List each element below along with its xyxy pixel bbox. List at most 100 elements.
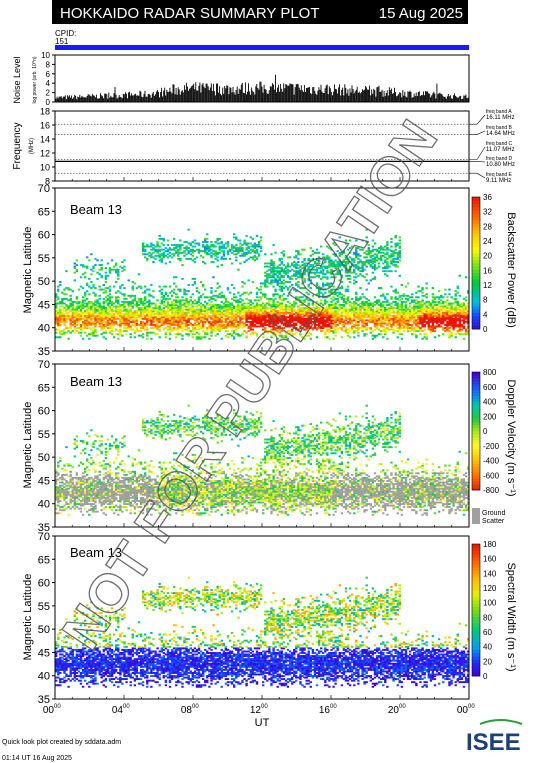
power-cell: [86, 316, 89, 319]
power-cell: [119, 319, 122, 322]
power-cell: [429, 311, 433, 314]
power-cell: [104, 331, 108, 334]
power-cell: [342, 264, 346, 267]
power-cell: [460, 325, 464, 328]
power-cell: [168, 320, 172, 323]
power-cell: [98, 314, 101, 317]
power-cell: [286, 307, 290, 310]
power-cell: [164, 247, 168, 250]
power-cell: [84, 271, 87, 274]
power-cell: [173, 320, 176, 323]
power-cell: [146, 245, 149, 248]
power-cell: [276, 281, 279, 283]
power-heatmap: [55, 228, 469, 340]
power-cell: [75, 297, 79, 300]
power-cell: [131, 294, 134, 297]
power-cell: [307, 307, 310, 310]
power-cell: [284, 305, 288, 308]
power-cell: [216, 296, 219, 299]
power-cell: [324, 302, 327, 305]
power-cell: [359, 302, 362, 305]
power-cell: [392, 331, 395, 334]
power-cell: [226, 316, 230, 319]
power-cell: [166, 313, 170, 316]
power-cell: [353, 331, 356, 334]
power-cell: [262, 336, 265, 339]
power-cell: [303, 310, 306, 313]
power-cell: [197, 244, 201, 247]
power-colorbar-tick: 4: [483, 310, 488, 319]
power-cell: [108, 313, 112, 316]
power-cell: [115, 262, 118, 265]
power-cell: [230, 297, 234, 300]
power-cell: [338, 314, 341, 317]
power-cell: [382, 311, 385, 314]
power-cell: [322, 319, 325, 322]
power-cell: [344, 310, 348, 313]
power-cell: [88, 327, 91, 330]
power-cell: [417, 307, 420, 310]
power-cell: [86, 324, 89, 326]
power-cell: [86, 310, 89, 313]
power-cell: [284, 316, 288, 319]
power-cell: [415, 314, 418, 317]
power-cell: [361, 239, 364, 242]
power-cell: [452, 308, 455, 311]
velocity-cell: [55, 478, 58, 481]
power-cell: [307, 325, 310, 328]
power-cell: [247, 293, 250, 296]
power-cell: [359, 316, 362, 319]
power-cell: [59, 331, 62, 334]
power-cell: [328, 324, 331, 326]
power-cell: [125, 319, 128, 322]
power-cell: [110, 325, 114, 328]
power-cell: [226, 251, 230, 254]
power-cell: [108, 285, 112, 288]
power-cell: [394, 307, 397, 310]
power-cell: [440, 296, 443, 299]
power-cell: [245, 234, 248, 237]
power-cell: [71, 302, 74, 305]
velocity-cell: [61, 509, 64, 512]
power-cell: [303, 314, 306, 317]
power-cell: [326, 256, 329, 259]
power-cell: [210, 248, 213, 251]
power-cell: [365, 305, 368, 308]
power-cell: [110, 313, 114, 316]
power-cell: [334, 313, 337, 316]
power-cell: [380, 319, 383, 322]
power-cell: [353, 304, 356, 306]
power-cell: [123, 268, 126, 271]
power-cell: [402, 322, 406, 325]
power-cell: [322, 265, 325, 268]
power-cell: [406, 311, 410, 314]
power-cell: [357, 267, 360, 270]
power-cell: [384, 316, 387, 319]
power-cell: [446, 304, 449, 306]
velocity-cell: [63, 493, 66, 496]
power-cell: [270, 276, 273, 279]
power-cell: [193, 299, 197, 302]
power-cell: [353, 276, 356, 279]
power-cell: [127, 304, 130, 306]
power-cell: [96, 300, 99, 303]
power-cell: [146, 334, 149, 337]
power-cell: [193, 328, 197, 331]
power-cell: [284, 281, 288, 283]
power-cell: [239, 316, 242, 319]
power-cell: [305, 324, 308, 326]
power-cell: [255, 302, 259, 305]
power-cell: [448, 313, 451, 316]
power-cell: [390, 319, 393, 322]
power-cell: [197, 325, 201, 328]
frequency-band-name: freq band B: [486, 125, 513, 131]
power-cell: [369, 317, 372, 320]
power-cell: [241, 317, 244, 320]
power-cell: [291, 262, 294, 265]
power-cell: [322, 304, 325, 306]
power-cell: [317, 324, 321, 326]
power-cell: [398, 308, 401, 311]
power-cell: [264, 319, 267, 322]
power-cell: [268, 274, 271, 277]
power-cell: [297, 308, 300, 311]
